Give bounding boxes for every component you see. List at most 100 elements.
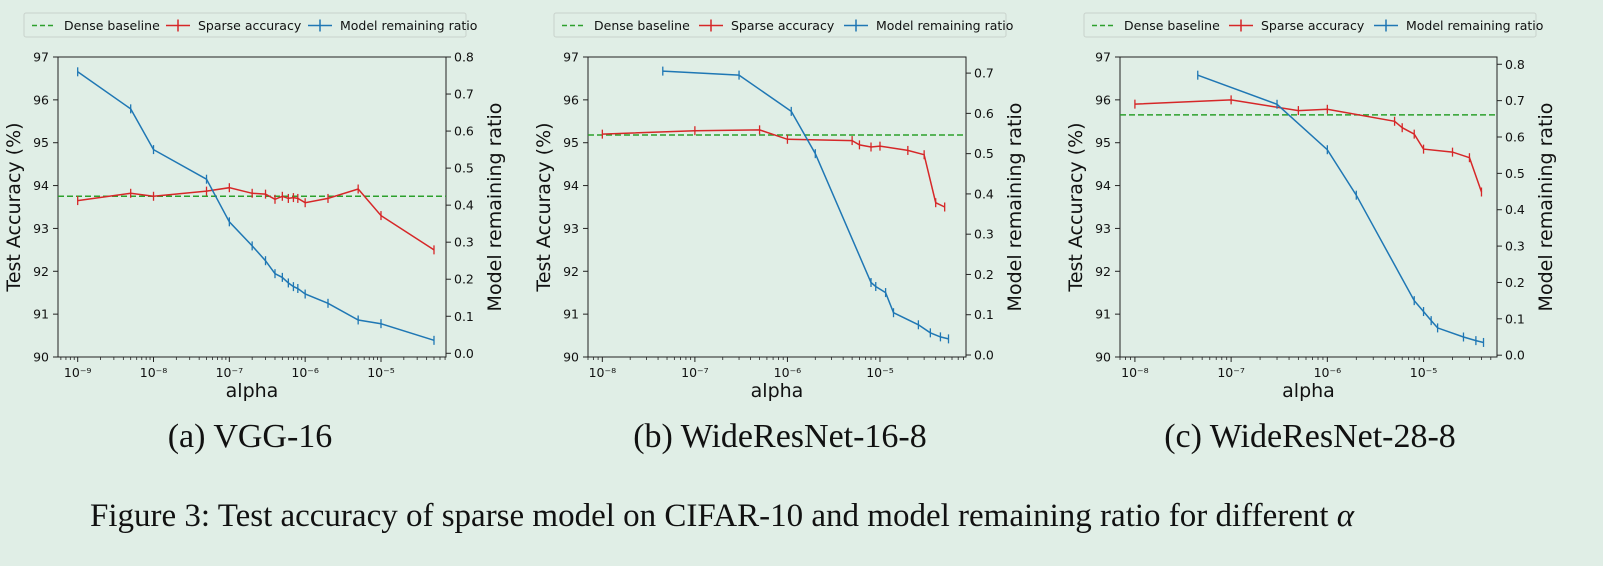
x-tick-label: 10⁻⁵	[1410, 365, 1438, 380]
y-tick-label: 95	[563, 135, 579, 150]
subcaption-b: (b) WideResNet-16-8	[633, 418, 927, 455]
legend-ratio-label: Model remaining ratio	[1406, 18, 1543, 33]
y2-tick-label: 0.7	[1505, 93, 1525, 108]
legend-dense-label: Dense baseline	[1124, 18, 1220, 33]
y2-tick-label: 0.8	[454, 50, 474, 65]
chart-3: Dense baseline Sparse accuracy Model remai…	[1065, 12, 1557, 402]
x-axis-label: alpha	[751, 380, 804, 402]
y-tick-label: 97	[33, 50, 49, 65]
y2-tick-label: 0.1	[1505, 311, 1525, 326]
x-axis-label: alpha	[1282, 380, 1335, 402]
y-tick-label: 91	[563, 307, 579, 322]
y-tick-label: 91	[33, 307, 49, 322]
y-tick-label: 93	[563, 221, 579, 236]
y2-tick-label: 0.0	[1505, 348, 1525, 363]
y2-tick-label: 0.8	[1505, 57, 1525, 72]
x-tick-label: 10⁻⁷	[216, 365, 244, 380]
y2-tick-label: 0.5	[1505, 166, 1525, 181]
y-tick-label: 91	[1095, 307, 1111, 322]
y2-tick-label: 0.1	[454, 309, 474, 324]
y-axis-label: Test Accuracy (%)	[3, 122, 25, 292]
subcaption-c: (c) WideResNet-28-8	[1164, 418, 1456, 455]
y-tick-label: 95	[33, 135, 49, 150]
y-axis-label: Test Accuracy (%)	[533, 122, 555, 292]
y2-tick-label: 0.6	[974, 106, 994, 121]
y2-tick-label: 0.4	[974, 186, 994, 201]
y-tick-label: 97	[1095, 50, 1111, 65]
figure-caption-text: Figure 3: Test accuracy of sparse model …	[90, 498, 1329, 534]
y-tick-label: 90	[1095, 350, 1111, 365]
y2-tick-label: 0.1	[974, 307, 994, 322]
chart-2: Dense baseline Sparse accuracy Model remai…	[533, 12, 1026, 402]
y-tick-label: 93	[1095, 221, 1111, 236]
legend-sparse-label: Sparse accuracy	[198, 18, 302, 33]
y-tick-label: 96	[1095, 92, 1111, 107]
y2-axis-label: Model remaining ratio	[1004, 103, 1026, 312]
y2-tick-label: 0.2	[454, 272, 474, 287]
y2-tick-label: 0.7	[974, 66, 994, 81]
y-tick-label: 94	[1095, 178, 1111, 193]
x-tick-label: 10⁻⁸	[1121, 365, 1149, 380]
y2-tick-label: 0.0	[974, 347, 994, 362]
x-tick-label: 10⁻⁵	[367, 365, 395, 380]
y2-tick-label: 0.5	[454, 161, 474, 176]
legend-frame	[23, 12, 467, 38]
subcaption-a: (a) VGG-16	[167, 418, 333, 455]
y2-axis-label: Model remaining ratio	[1535, 103, 1557, 312]
legend-dense-label: Dense baseline	[594, 18, 690, 33]
y-tick-label: 96	[563, 92, 579, 107]
y2-tick-label: 0.5	[974, 146, 994, 161]
legend: Dense baseline Sparse accuracy Model remai…	[1083, 12, 1543, 38]
y-tick-label: 94	[563, 178, 579, 193]
y-tick-label: 95	[1095, 135, 1111, 150]
legend: Dense baseline Sparse accuracy Model remai…	[23, 12, 477, 38]
legend-ratio-label: Model remaining ratio	[340, 18, 477, 33]
plot-frame	[57, 56, 447, 358]
y2-tick-label: 0.3	[1505, 239, 1525, 254]
legend-ratio-label: Model remaining ratio	[876, 18, 1013, 33]
x-axis-label: alpha	[226, 380, 279, 402]
x-tick-label: 10⁻⁷	[1217, 365, 1245, 380]
sparse-accuracy-line	[602, 129, 946, 208]
remaining-ratio-line	[662, 70, 949, 340]
y-tick-label: 92	[563, 264, 579, 279]
x-tick-label: 10⁻⁸	[589, 365, 617, 380]
y2-tick-label: 0.2	[974, 267, 994, 282]
plot-frame	[1119, 56, 1498, 358]
legend: Dense baseline Sparse accuracy Model remai…	[553, 12, 1013, 38]
y2-tick-label: 0.4	[454, 198, 474, 213]
y2-axis-label: Model remaining ratio	[484, 103, 506, 312]
y-axis-label: Test Accuracy (%)	[1065, 122, 1087, 292]
figure-caption: Figure 3: Test accuracy of sparse model …	[90, 498, 1354, 535]
y2-tick-label: 0.0	[454, 346, 474, 361]
sparse-accuracy-line	[1134, 99, 1483, 193]
plot-frame	[587, 56, 967, 358]
legend-sparse-label: Sparse accuracy	[1261, 18, 1365, 33]
legend-frame	[553, 12, 1007, 38]
y2-tick-label: 0.4	[1505, 202, 1525, 217]
legend-sparse-label: Sparse accuracy	[731, 18, 835, 33]
figure-caption-alpha: α	[1336, 498, 1355, 534]
x-tick-label: 10⁻⁶	[1314, 365, 1342, 380]
x-tick-label: 10⁻⁶	[774, 365, 802, 380]
y-tick-label: 94	[33, 178, 49, 193]
x-tick-label: 10⁻⁵	[866, 365, 894, 380]
y2-tick-label: 0.2	[1505, 275, 1525, 290]
y-tick-label: 92	[1095, 264, 1111, 279]
y-tick-label: 92	[33, 264, 49, 279]
y-tick-label: 97	[563, 50, 579, 65]
legend-dense-label: Dense baseline	[64, 18, 160, 33]
y2-tick-label: 0.7	[454, 87, 474, 102]
y2-tick-label: 0.6	[1505, 130, 1525, 145]
y2-tick-label: 0.6	[454, 124, 474, 139]
x-tick-label: 10⁻⁸	[140, 365, 168, 380]
y2-tick-label: 0.3	[454, 235, 474, 250]
chart-1: Dense baseline Sparse accuracy Model remai…	[3, 12, 506, 402]
y2-tick-label: 0.3	[974, 227, 994, 242]
x-tick-label: 10⁻⁹	[64, 365, 92, 380]
y-tick-label: 96	[33, 92, 49, 107]
y-tick-label: 90	[563, 350, 579, 365]
y-tick-label: 90	[33, 350, 49, 365]
